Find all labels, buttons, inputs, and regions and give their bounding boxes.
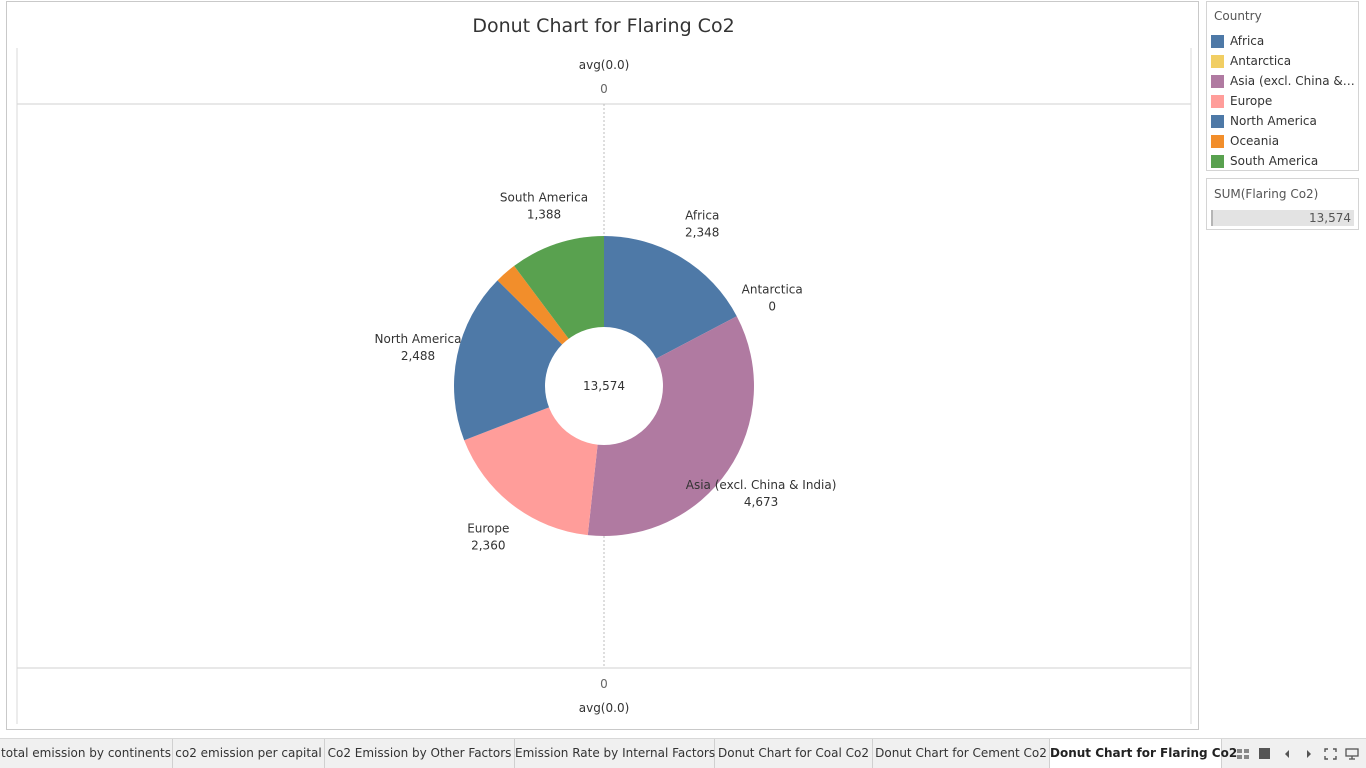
legend-label: Asia (excl. China & In.. [1230, 74, 1355, 88]
tab-label: Emission Rate by Internal Factors [515, 746, 716, 760]
previous-sheet-icon[interactable] [1280, 748, 1294, 762]
legend-label: Europe [1230, 94, 1273, 108]
axis-top-tick: 0 [600, 82, 608, 96]
tab-donut-chart-flaring[interactable]: Donut Chart for Flaring Co2 [1050, 739, 1237, 768]
tab-label: Donut Chart for Cement Co2 [875, 746, 1047, 760]
donut-hole [545, 327, 663, 445]
slice-value-text: 0 [768, 300, 776, 314]
legend-item-north-america[interactable]: North America [1211, 113, 1357, 131]
chart-title: Donut Chart for Flaring Co2 [472, 15, 735, 37]
grid-view-icon[interactable] [1236, 748, 1250, 762]
legend-swatch [1211, 155, 1224, 168]
tab-label: Donut Chart for Coal Co2 [718, 746, 869, 760]
slice-value-text: 2,360 [471, 539, 505, 553]
legend-swatch [1211, 75, 1224, 88]
legend-label: North America [1230, 114, 1317, 128]
slice-label-north-america: North America 2,488 [375, 332, 462, 363]
legend-swatch [1211, 55, 1224, 68]
presentation-icon[interactable] [1345, 748, 1359, 762]
tab-emission-rate-by-internal-factors[interactable]: Emission Rate by Internal Factors [515, 739, 715, 768]
legend-item-oceania[interactable]: Oceania [1211, 133, 1357, 151]
legend-item-asia[interactable]: Asia (excl. China & In.. [1211, 73, 1357, 91]
sum-value: 13,574 [1309, 211, 1351, 225]
slice-value-text: 1,388 [527, 208, 561, 222]
next-sheet-icon[interactable] [1302, 748, 1316, 762]
slice-value-text: 2,348 [685, 225, 719, 239]
axis-top-label: avg(0.0) [579, 58, 630, 72]
sheet-tab-bar: total emission by continents co2 emissio… [0, 738, 1366, 768]
slice-category-text: Europe [467, 522, 509, 536]
sum-panel: SUM(Flaring Co2) 13,574 [1206, 178, 1359, 230]
legend-swatch [1211, 35, 1224, 48]
slice-label-antarctica: Antarctica 0 [742, 283, 803, 314]
slice-category-text: North America [375, 332, 462, 346]
tab-co2-emission-by-other-factors[interactable]: Co2 Emission by Other Factors [325, 739, 515, 768]
tab-label: total emission by continents [1, 746, 171, 760]
legend-item-antarctica[interactable]: Antarctica [1211, 53, 1357, 71]
donut-center-total: 13,574 [583, 379, 625, 393]
tab-donut-chart-cement[interactable]: Donut Chart for Cement Co2 [873, 739, 1050, 768]
legend-item-africa[interactable]: Africa [1211, 33, 1357, 51]
slice-label-south-america: South America 1,388 [500, 191, 588, 222]
tab-co2-emission-per-capital[interactable]: co2 emission per capital [173, 739, 325, 768]
slice-category-text: South America [500, 191, 588, 205]
slice-category-text: Asia (excl. China & India) [686, 478, 837, 492]
tab-donut-chart-coal[interactable]: Donut Chart for Coal Co2 [715, 739, 873, 768]
axis-bottom-label: avg(0.0) [579, 701, 630, 715]
filmstrip-icon[interactable] [1258, 748, 1272, 762]
viz-panel: Donut Chart for Flaring Co2 avg(0.0) 0 0… [6, 1, 1199, 730]
sum-bar[interactable]: 13,574 [1211, 210, 1354, 226]
legend-item-europe[interactable]: Europe [1211, 93, 1357, 111]
legend-label: Africa [1230, 34, 1265, 48]
slice-category-text: Africa [685, 208, 719, 222]
legend-swatch [1211, 95, 1224, 108]
legend-label: Oceania [1230, 134, 1280, 148]
slice-category-text: Antarctica [742, 283, 803, 297]
legend-item-south-america[interactable]: South America [1211, 153, 1357, 171]
tab-label: Donut Chart for Flaring Co2 [1050, 746, 1238, 760]
legend-swatch [1211, 115, 1224, 128]
slice-labels: Africa 2,348 Antarctica 0 Asia (excl. China … [375, 191, 837, 553]
legend-title: Country [1214, 9, 1262, 23]
tab-label: Co2 Emission by Other Factors [327, 746, 512, 760]
legend-panel: Country Africa Antarctica Asia (excl. Ch… [1206, 1, 1359, 171]
donut-chart: avg(0.0) 0 0 avg(0.0) Africa 2,348 Antarct… [16, 48, 1192, 724]
fullscreen-icon[interactable] [1323, 748, 1337, 762]
slice-value-text: 4,673 [744, 495, 778, 509]
slice-label-asia-excl-china-india: Asia (excl. China & India) 4,673 [686, 478, 837, 509]
legend-swatch [1211, 135, 1224, 148]
tab-total-emission-by-continents[interactable]: total emission by continents [0, 739, 173, 768]
slice-asia-excl-china-india[interactable] [587, 316, 754, 536]
axis-bottom-tick: 0 [600, 677, 608, 691]
slice-label-africa: Africa 2,348 [685, 208, 719, 239]
slice-value-text: 2,488 [401, 349, 435, 363]
slice-label-europe: Europe 2,360 [467, 522, 509, 553]
sum-panel-title: SUM(Flaring Co2) [1214, 187, 1319, 201]
legend-label: Antarctica [1230, 54, 1292, 68]
tab-label: co2 emission per capital [175, 746, 322, 760]
legend-label: South America [1230, 154, 1319, 168]
